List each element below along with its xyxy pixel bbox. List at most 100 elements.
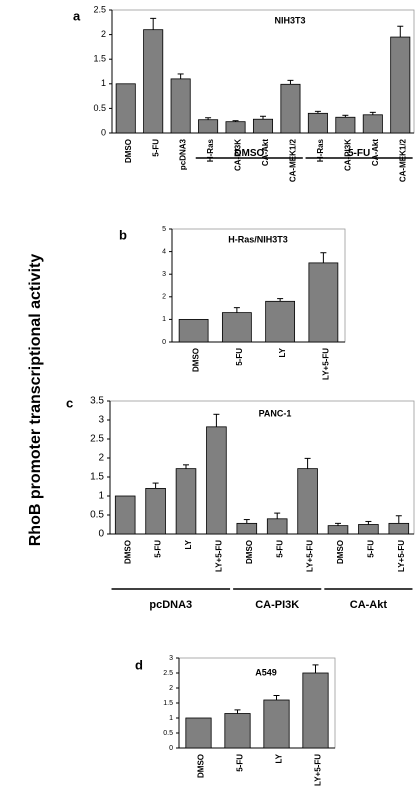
panel-b-y-tick-label: 4 bbox=[162, 248, 166, 255]
panel-c-bar bbox=[388, 522, 410, 535]
panel-a-category-label: CA-MEK1/2 bbox=[398, 138, 407, 182]
panel-a-y-tick-label: 2 bbox=[101, 29, 106, 39]
panel-b-bar bbox=[265, 300, 296, 343]
panel-c-y-tick-label: 0.5 bbox=[90, 510, 104, 521]
panel-d-bar bbox=[263, 699, 290, 749]
panel-d-bar bbox=[185, 717, 212, 749]
panel-c-bar bbox=[358, 524, 379, 535]
panel-c-category-label: DMSO bbox=[123, 540, 132, 564]
panel-b-bar bbox=[221, 312, 252, 343]
panel-a-bar bbox=[335, 116, 356, 134]
panel-b-y-tick-label: 2 bbox=[162, 294, 166, 301]
panel-c-y-tick-label: 2 bbox=[98, 453, 104, 464]
panel-c-y-tick-label: 3.5 bbox=[90, 396, 104, 407]
panel-a-category-label: DMSO bbox=[124, 139, 133, 163]
panel-c-category-label: 5-FU bbox=[275, 540, 284, 558]
panel-c-bar bbox=[236, 522, 258, 535]
panel-a-y-tick-label: 1 bbox=[101, 78, 106, 88]
panel-b-label: b bbox=[119, 227, 127, 242]
panel-d-y-tick-label: 2 bbox=[169, 685, 173, 692]
panel-c-bar bbox=[327, 525, 349, 535]
panel-d-category-label: 5-FU bbox=[236, 754, 245, 772]
panel-a-title: NIH3T3 bbox=[274, 15, 305, 25]
panel-c-bar bbox=[145, 487, 166, 535]
panel-c-category-label: LY bbox=[184, 539, 193, 549]
panel-a-bar bbox=[170, 78, 191, 134]
panel-d-y-tick-label: 0 bbox=[169, 745, 173, 752]
panel-c-bar bbox=[175, 468, 197, 535]
panel-c-bar bbox=[114, 495, 136, 535]
panel-c-y-tick-label: 3 bbox=[98, 415, 104, 426]
panel-c-group-label: pcDNA3 bbox=[149, 599, 192, 611]
panel-a-group-label: DMSO bbox=[234, 148, 264, 159]
panel-a-category-label: CA-Akt bbox=[261, 139, 270, 166]
panel-a-bar bbox=[115, 83, 136, 134]
panel-a-category-label: 5-FU bbox=[151, 139, 160, 157]
figure-y-axis-label: RhoB promoter transcriptional activity bbox=[27, 254, 44, 547]
panel-d-title: A549 bbox=[255, 667, 277, 677]
panel-d-bar bbox=[224, 713, 251, 749]
panel-a-bar bbox=[143, 29, 164, 134]
panel-c-group-label: CA-PI3K bbox=[255, 599, 299, 611]
panel-d-y-tick-label: 2.5 bbox=[163, 670, 173, 677]
panel-b-y-tick-label: 3 bbox=[162, 271, 166, 278]
panel-b-category-label: 5-FU bbox=[235, 348, 244, 366]
panel-c-bar bbox=[297, 468, 318, 535]
panel-a-group-label: 5-FU bbox=[348, 148, 370, 159]
panel-d-y-tick-label: 0.5 bbox=[163, 730, 173, 737]
panel-c-title: PANC-1 bbox=[259, 408, 292, 418]
panel-a-y-tick-label: 0 bbox=[101, 127, 106, 137]
panel-a-category-label: CA-PI3K bbox=[234, 139, 243, 171]
panel-a-bar bbox=[252, 118, 274, 134]
panel-a-y-tick-label: 1.5 bbox=[93, 54, 106, 64]
panel-a-bar bbox=[390, 36, 411, 134]
panel-c-y-tick-label: 1 bbox=[98, 491, 104, 502]
panel-d-y-tick-label: 1 bbox=[169, 715, 173, 722]
panel-a-category-label: H-Ras bbox=[316, 138, 325, 162]
panel-a-category-label: CA-PI3K bbox=[343, 139, 352, 171]
panel-b-y-tick-label: 5 bbox=[162, 226, 166, 233]
panel-a-bar bbox=[225, 121, 246, 134]
panel-d-y-tick-label: 1.5 bbox=[163, 700, 173, 707]
panel-b-title: H-Ras/NIH3T3 bbox=[228, 234, 288, 244]
panel-d-category-label: LY bbox=[275, 753, 284, 763]
panel-b-bar bbox=[178, 318, 209, 343]
panel-c-bar bbox=[266, 518, 288, 535]
panel-a-bar bbox=[362, 114, 383, 134]
panel-c-category-label: DMSO bbox=[245, 540, 254, 564]
panel-c-y-tick-label: 0 bbox=[98, 529, 104, 540]
panel-d-category-label: DMSO bbox=[197, 754, 206, 778]
panel-a-category-label: CA-MEK1/2 bbox=[289, 138, 298, 182]
panel-a-category-label: pcDNA3 bbox=[179, 138, 188, 170]
panel-b-category-label: DMSO bbox=[192, 348, 201, 372]
panel-c-category-label: DMSO bbox=[336, 540, 345, 564]
panel-c-y-tick-label: 2.5 bbox=[90, 434, 104, 445]
panel-d-bar bbox=[302, 672, 329, 749]
panel-d-category-label: LY+5-FU bbox=[314, 754, 323, 786]
panel-c-y-tick-label: 1.5 bbox=[90, 472, 104, 483]
panel-a-y-tick-label: 0.5 bbox=[93, 103, 106, 113]
panel-b-bar bbox=[308, 262, 339, 343]
panel-c-category-label: 5-FU bbox=[367, 540, 376, 558]
panel-c-category-label: LY+5-FU bbox=[397, 540, 406, 572]
panel-a-bar bbox=[307, 112, 328, 134]
panel-c-group-label: CA-Akt bbox=[350, 599, 388, 611]
panel-c-bar bbox=[206, 426, 227, 535]
panel-c-category-label: LY+5-FU bbox=[306, 540, 315, 572]
panel-d-label: d bbox=[135, 657, 143, 672]
panel-a-y-tick-label: 2.5 bbox=[93, 4, 106, 14]
panel-c-category-label: 5-FU bbox=[154, 540, 163, 558]
panel-a-category-label: H-Ras bbox=[206, 138, 215, 162]
panel-b-y-tick-label: 1 bbox=[162, 316, 166, 323]
panel-a-label: a bbox=[73, 8, 81, 23]
panel-b-category-label: LY+5-FU bbox=[321, 348, 330, 380]
panel-a-bar bbox=[280, 83, 301, 134]
panel-a-category-label: CA-Akt bbox=[371, 139, 380, 166]
panel-c-label: c bbox=[66, 395, 73, 410]
panel-c-category-label: LY+5-FU bbox=[215, 540, 224, 572]
panel-b-y-tick-label: 0 bbox=[162, 339, 166, 346]
panel-b-category-label: LY bbox=[278, 347, 287, 357]
panel-d-y-tick-label: 3 bbox=[169, 655, 173, 662]
panel-a-bar bbox=[198, 119, 219, 134]
